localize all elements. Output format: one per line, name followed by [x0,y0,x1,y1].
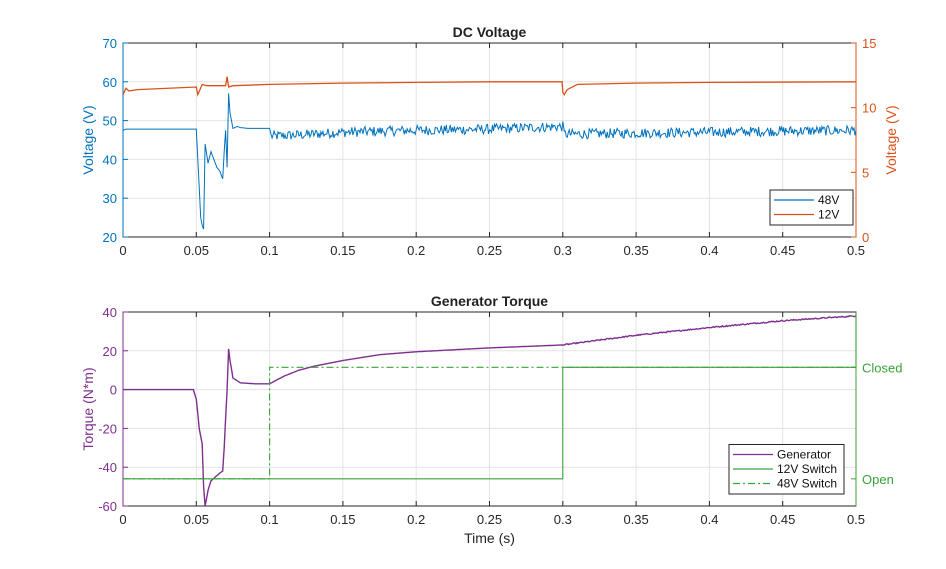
x-tick-label: 0.2 [407,512,425,527]
legend-label: Generator [777,448,831,462]
series-line-48v [123,93,856,230]
series-line-12v [123,76,856,97]
y-tick-label: 70 [103,36,117,51]
x-tick-label: 0.05 [184,512,209,527]
generator-torque-chart: 0 0.05 0.1 0.15 0.2 0.25 0.3 0.35 0.4 0.45 0.5 -60 -… [80,293,902,546]
y-right-state-label: Closed [862,360,902,375]
y-tick-label: 0 [110,383,117,398]
y-tick-label: -60 [98,499,117,514]
series-line-generator [123,314,857,506]
x-tick-label: 0.3 [554,243,572,258]
x-tick-label: 0.25 [477,243,502,258]
x-tick-label: 0.1 [261,243,279,258]
x-tick-label: 0 [119,243,126,258]
y-tick-label: 50 [103,114,117,129]
y-right-tick-label: 15 [862,36,876,51]
x-tick-label: 0.35 [623,512,648,527]
y-tick-label: 40 [103,305,117,320]
x-tick-label: 0.5 [847,512,865,527]
y-axis-label: Torque (N*m) [80,367,96,450]
y-right-tick-label: 10 [862,101,876,116]
x-tick-label: 0.2 [407,243,425,258]
x-axis-label: Time (s) [464,530,515,546]
x-tick-label: 0.1 [261,512,279,527]
x-tick-label: 0.05 [184,243,209,258]
y-tick-label: 20 [103,344,117,359]
x-tick-label: 0.4 [700,243,718,258]
dc-voltage-chart: 0 0.05 0.1 0.15 0.2 0.25 0.3 0.35 0.4 0.45 0.5 20 30… [80,24,899,258]
x-tick-label: 0 [119,512,126,527]
y-tick-label: 30 [103,191,117,206]
legend-label: 48V [818,193,839,207]
x-tick-label: 0.15 [330,512,355,527]
x-tick-label: 0.5 [847,243,865,258]
series-line-48v-switch [123,366,856,480]
x-tick-label: 0.45 [770,243,795,258]
y-tick-label: -20 [98,421,117,436]
y-tick-label: 40 [103,152,117,167]
legend-box [769,189,854,226]
y-right-tick-label: 5 [862,165,869,180]
chart-title: Generator Torque [431,293,548,309]
x-tick-label: 0.35 [623,243,648,258]
x-tick-label: 0.45 [770,512,795,527]
y-axis-label: Voltage (V) [80,105,96,174]
y-tick-label: 60 [103,75,117,90]
x-tick-label: 0.25 [477,512,502,527]
legend-label: 48V Switch [777,477,837,491]
x-tick-label: 0.15 [330,243,355,258]
x-tick-label: 0.4 [700,512,718,527]
chart-title: DC Voltage [453,24,527,40]
y-right-state-label: Open [862,472,894,487]
y-right-axis-label: Voltage (V) [883,105,899,174]
legend-label: 12V [818,208,839,222]
legend-label: 12V Switch [777,462,837,476]
y-tick-label: 20 [103,230,117,245]
y-right-tick-label: 0 [862,230,869,245]
y-tick-label: -40 [98,460,117,475]
x-tick-label: 0.3 [554,512,572,527]
